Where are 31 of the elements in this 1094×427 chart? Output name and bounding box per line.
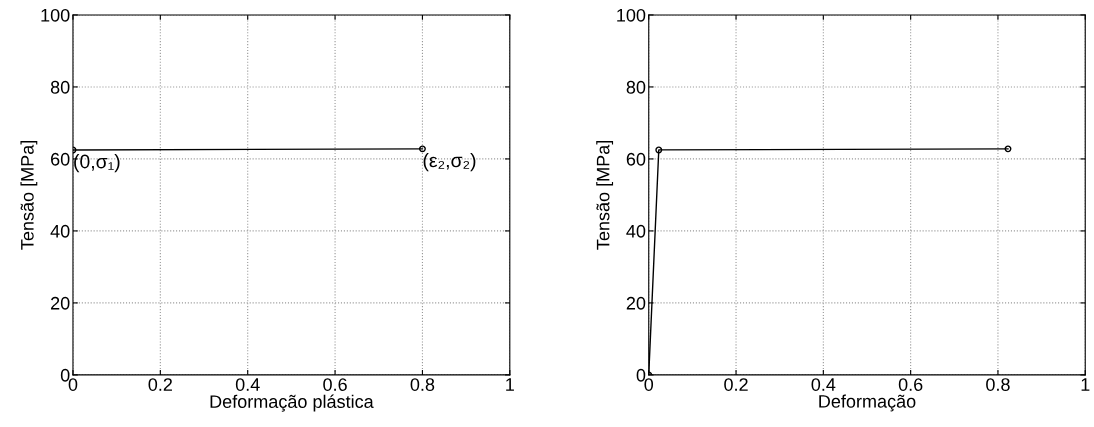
x-axis-title: Deformação (819, 394, 916, 412)
x-tick-label: 0 (68, 378, 78, 391)
annotation: (0,σ₁) (74, 154, 120, 173)
x-axis-title: Deformação plástica (210, 394, 374, 412)
x-tick-label: 0.2 (148, 378, 172, 391)
y-tick-label: 20 (626, 296, 646, 310)
y-tick-label: 0 (60, 368, 70, 382)
x-tick-label: 1 (506, 378, 514, 391)
x-tick-label: 0.2 (724, 378, 748, 391)
y-axis-title: Tensão [MPa] (596, 141, 614, 250)
y-tick-label: 100 (617, 8, 646, 22)
y-tick-label: 40 (50, 224, 70, 238)
x-tick-label: 0.6 (898, 378, 923, 391)
y-axis-title: Tensão [MPa] (20, 141, 38, 250)
y-tick-label: 60 (626, 152, 646, 166)
y-tick-label: 80 (50, 80, 70, 94)
x-tick-label: 0.4 (811, 378, 836, 391)
y-tick-label: 0 (636, 368, 646, 382)
point (1004, 145, 1012, 153)
x-tick-label: 0.8 (410, 378, 435, 391)
y-tick-label: 60 (51, 152, 70, 166)
x-tick-label: 0.6 (323, 378, 347, 391)
y-tick-label: 20 (51, 296, 70, 310)
y-tick-label: 100 (41, 8, 70, 22)
annotation: (ε₂,σ₂) (423, 153, 476, 172)
x-tick-label: 1 (1081, 378, 1090, 391)
y-tick-label: 40 (626, 224, 646, 238)
x-tick-label: 0 (644, 378, 654, 391)
x-tick-label: 0.4 (235, 378, 260, 391)
x-tick-label: 0.8 (986, 378, 1010, 391)
y-tick-label: 80 (626, 80, 646, 94)
